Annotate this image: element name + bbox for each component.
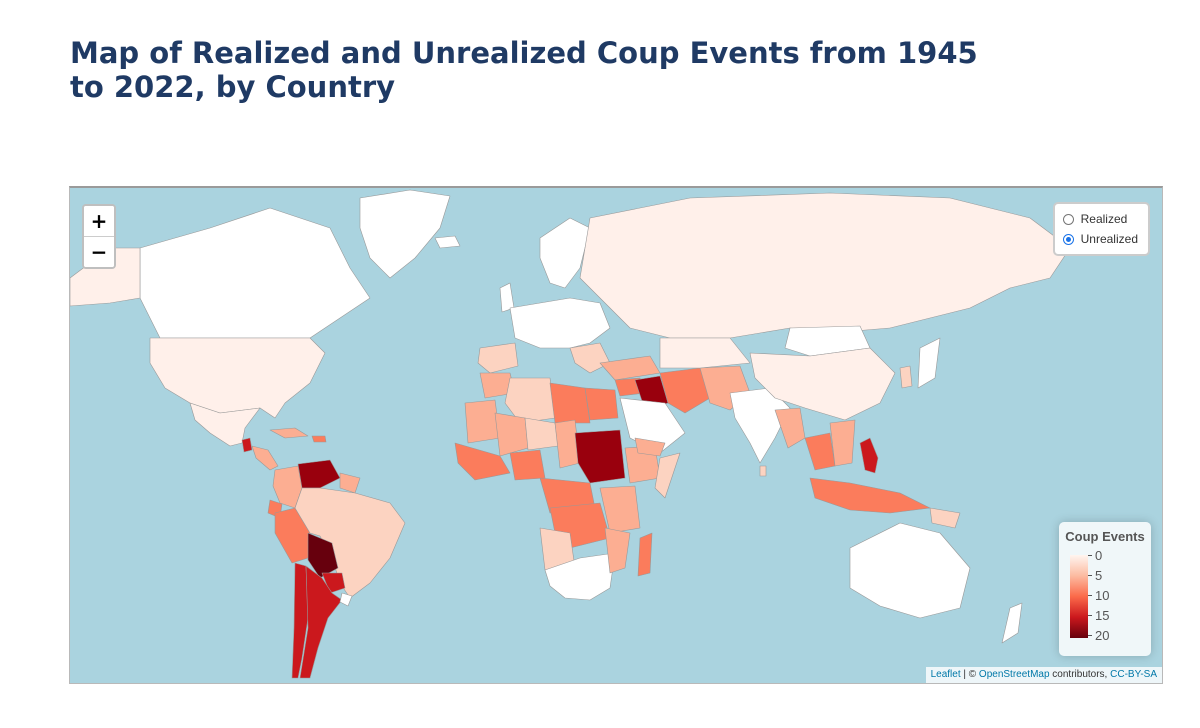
- country-nigeria[interactable]: [509, 449, 546, 481]
- country-malaysia-indonesia[interactable]: [809, 477, 931, 514]
- country-japan[interactable]: [917, 337, 941, 389]
- country-yemen[interactable]: [634, 437, 666, 457]
- legend-tick: [1088, 635, 1092, 636]
- layer-control: Realized Unrealized: [1052, 202, 1150, 256]
- country-madagascar[interactable]: [637, 532, 653, 577]
- country-libya[interactable]: [549, 382, 591, 424]
- unrealized-radio[interactable]: [1062, 233, 1074, 245]
- country-southern-africa[interactable]: [544, 552, 616, 601]
- osm-link[interactable]: OpenStreetMap: [978, 669, 1050, 680]
- attribution-sep: | ©: [960, 669, 979, 680]
- attribution-contrib: contributors,: [1049, 669, 1111, 680]
- country-mauritania[interactable]: [464, 399, 501, 444]
- legend-tick: [1088, 615, 1092, 616]
- country-new-zealand[interactable]: [1001, 602, 1023, 644]
- country-guatemala[interactable]: [241, 437, 253, 453]
- layer-option-realized[interactable]: Realized: [1062, 209, 1138, 229]
- country-mexico[interactable]: [189, 402, 261, 447]
- country-indochina[interactable]: [829, 419, 856, 467]
- unrealized-label: Unrealized: [1080, 232, 1138, 246]
- legend: Coup Events 0 5 10 15 20: [1059, 522, 1151, 656]
- legend-label: 0: [1095, 548, 1103, 563]
- layer-option-unrealized[interactable]: Unrealized: [1062, 229, 1138, 249]
- country-korea[interactable]: [899, 365, 913, 389]
- country-mali[interactable]: [494, 412, 529, 457]
- country-central-asia[interactable]: [659, 337, 751, 369]
- legend-tick: [1088, 595, 1092, 596]
- country-iceland[interactable]: [434, 235, 461, 249]
- zoom-control: + −: [82, 204, 116, 269]
- legend-label: 20: [1095, 628, 1110, 643]
- legend-title: Coup Events: [1065, 529, 1145, 544]
- realized-label: Realized: [1080, 212, 1128, 226]
- country-egypt[interactable]: [584, 387, 619, 421]
- country-scandinavia[interactable]: [539, 217, 591, 289]
- legend-label: 5: [1095, 568, 1103, 583]
- country-png[interactable]: [929, 507, 961, 529]
- country-philippines[interactable]: [859, 437, 879, 474]
- realized-radio[interactable]: [1062, 213, 1074, 225]
- country-australia[interactable]: [849, 522, 971, 619]
- zoom-out-button[interactable]: −: [84, 236, 114, 267]
- map-attribution: Leaflet | © OpenStreetMap contributors, …: [925, 667, 1162, 683]
- country-usa[interactable]: [149, 337, 326, 419]
- country-sudan[interactable]: [574, 429, 626, 484]
- country-argentina[interactable]: [299, 565, 343, 679]
- country-niger[interactable]: [524, 417, 559, 451]
- map-container[interactable]: + − Realized Unrealized Coup Events 0 5 …: [69, 186, 1163, 684]
- country-uruguay[interactable]: [339, 592, 353, 607]
- country-western-europe[interactable]: [509, 297, 611, 349]
- country-central-america[interactable]: [251, 445, 279, 471]
- country-sri-lanka[interactable]: [759, 465, 767, 477]
- country-canada[interactable]: [139, 207, 371, 339]
- legend-label: 15: [1095, 608, 1110, 623]
- country-balkans[interactable]: [569, 342, 611, 374]
- country-west-coast[interactable]: [454, 442, 511, 481]
- legend-label: 10: [1095, 588, 1110, 603]
- country-haiti[interactable]: [311, 435, 327, 443]
- country-cuba[interactable]: [269, 427, 309, 439]
- country-east-africa[interactable]: [599, 485, 641, 534]
- country-russia[interactable]: [579, 192, 1071, 339]
- country-brazil[interactable]: [294, 487, 406, 599]
- legend-color-bar: [1070, 555, 1088, 638]
- country-mozambique[interactable]: [604, 527, 631, 574]
- country-china[interactable]: [749, 347, 896, 421]
- legend-tick: [1088, 555, 1092, 556]
- legend-tick: [1088, 575, 1092, 576]
- country-venezuela[interactable]: [297, 459, 341, 489]
- choropleth-map[interactable]: [70, 188, 1162, 684]
- country-greenland[interactable]: [359, 189, 451, 279]
- license-link[interactable]: CC-BY-SA: [1110, 669, 1157, 680]
- country-somalia[interactable]: [654, 452, 681, 499]
- page-title: Map of Realized and Unrealized Coup Even…: [70, 36, 978, 104]
- leaflet-link[interactable]: Leaflet: [930, 669, 961, 680]
- country-spain-portugal[interactable]: [477, 342, 519, 374]
- country-iran[interactable]: [659, 367, 711, 414]
- zoom-in-button[interactable]: +: [84, 206, 114, 236]
